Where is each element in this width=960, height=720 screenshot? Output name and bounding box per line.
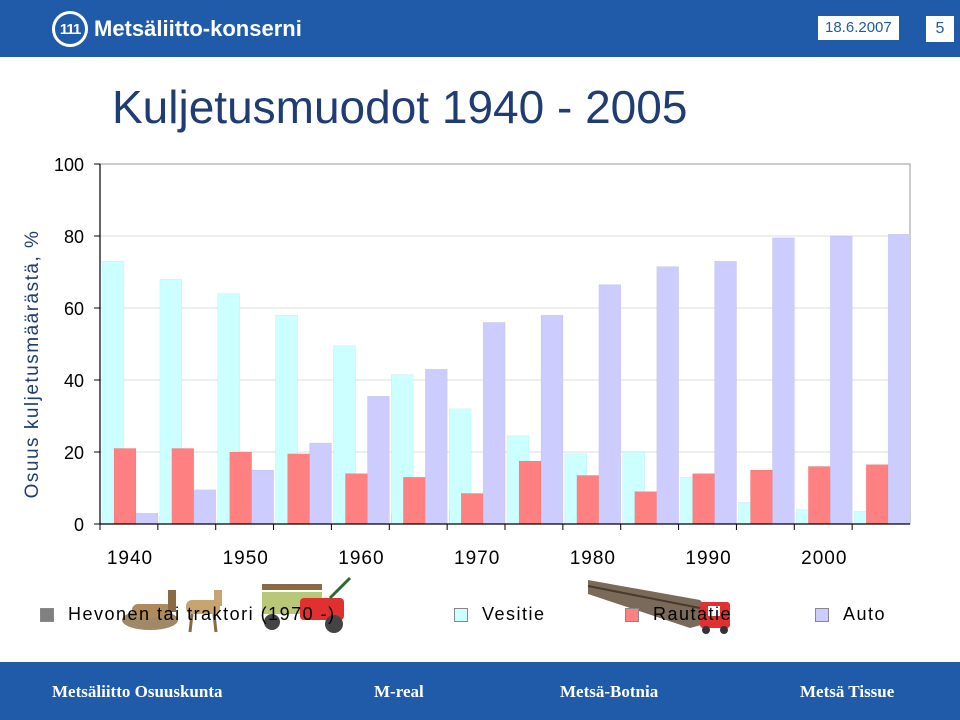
transport-mode-chart: 0 20 40 60 80 100 1940 1950 1960 1970 1980 1990 2000… (22, 155, 911, 569)
bar-auto-1985 (656, 266, 679, 525)
x-tick-label: 1970 (454, 548, 500, 569)
bar-auto-2000 (830, 235, 853, 525)
bar-rautatie-1950 (229, 451, 252, 525)
bar-auto-1980 (598, 284, 622, 525)
bar-auto-1955 (309, 442, 332, 525)
bar-auto-1960 (367, 395, 390, 525)
bar-rautatie-1990 (692, 473, 715, 525)
bar-rautatie-1980 (576, 475, 600, 525)
brand-metsa-botnia: Metsä-Botnia (560, 682, 659, 701)
bar-rautatie-1940 (113, 448, 137, 525)
legend-swatch (454, 607, 468, 622)
bar-rautatie-1965 (403, 476, 426, 525)
legend-swatch (625, 607, 639, 622)
bar-rautatie-1975 (518, 460, 542, 525)
bar-rautatie-1960 (345, 473, 368, 525)
x-tick-label: 1980 (570, 548, 616, 569)
x-tick-label: 2000 (801, 548, 847, 569)
bar-rautatie-1970 (460, 493, 484, 525)
bar-auto-1940 (135, 512, 159, 525)
y-tick-label: 0 (74, 515, 84, 535)
brand-metsaliitto-osuuskunta: Metsäliitto Osuuskunta (52, 682, 223, 701)
y-axis-label: Osuus kuljetusmäärästä, % (22, 230, 43, 499)
bar-rautatie-1945 (171, 448, 195, 525)
legend-item-rautatie: Rautatie (625, 604, 732, 625)
x-tick-label: 1960 (338, 548, 384, 569)
x-tick-label: 1950 (223, 548, 269, 569)
bar-auto-1950 (251, 469, 274, 525)
bar-auto-1945 (193, 489, 217, 525)
y-tick-label: 80 (64, 227, 84, 247)
bar-rautatie-1995 (750, 469, 773, 525)
legend-item-auto: Auto (815, 604, 886, 625)
bar-rautatie-1955 (287, 453, 310, 525)
legend-label: Vesitie (482, 604, 546, 624)
bar-auto-2005 (887, 233, 911, 525)
company-logo: 111 Metsäliitto-konserni (52, 10, 302, 48)
logo-icon: 111 (52, 11, 88, 47)
logo-text: Metsäliitto-konserni (94, 16, 302, 41)
legend-item-vesitie: Vesitie (454, 604, 546, 625)
x-tick-label: 1940 (107, 548, 153, 569)
footer-bar: Metsäliitto Osuuskunta M-real Metsä-Botn… (0, 662, 960, 720)
bar-auto-1975 (540, 314, 564, 525)
y-tick-label: 20 (64, 443, 84, 463)
x-tick-label: 1990 (685, 548, 731, 569)
bar-auto-1970 (482, 322, 506, 525)
bar-auto-1965 (425, 368, 448, 525)
legend-swatch (815, 607, 829, 622)
legend-label: Auto (843, 604, 887, 624)
bar-rautatie-1985 (634, 491, 657, 525)
y-tick-label: 100 (54, 155, 84, 175)
legend-label: Hevonen tai traktori (1970 -) (68, 604, 336, 624)
y-tick-label: 40 (64, 371, 84, 391)
bar-rautatie-2005 (865, 464, 889, 525)
slide-number: 5 (926, 16, 954, 42)
header-bar: 111 Metsäliitto-konserni 18.6.2007 5 (0, 0, 960, 57)
legend-item-hevonen: Hevonen tai traktori (1970 -) (40, 604, 336, 625)
legend-label: Rautatie (653, 604, 733, 624)
brand-metsa-tissue: Metsä Tissue (800, 682, 895, 701)
y-tick-label: 60 (64, 299, 84, 319)
slide-date: 18.6.2007 (818, 16, 899, 40)
bar-auto-1995 (772, 237, 795, 525)
bar-auto-1990 (714, 260, 737, 525)
chart-legend: Hevonen tai traktori (1970 -) Vesitie Ra… (40, 604, 940, 632)
legend-swatch (40, 607, 54, 622)
brand-m-real: M-real (374, 682, 424, 701)
bar-rautatie-2000 (808, 466, 831, 525)
slide-title: Kuljetusmuodot 1940 - 2005 (112, 81, 688, 133)
